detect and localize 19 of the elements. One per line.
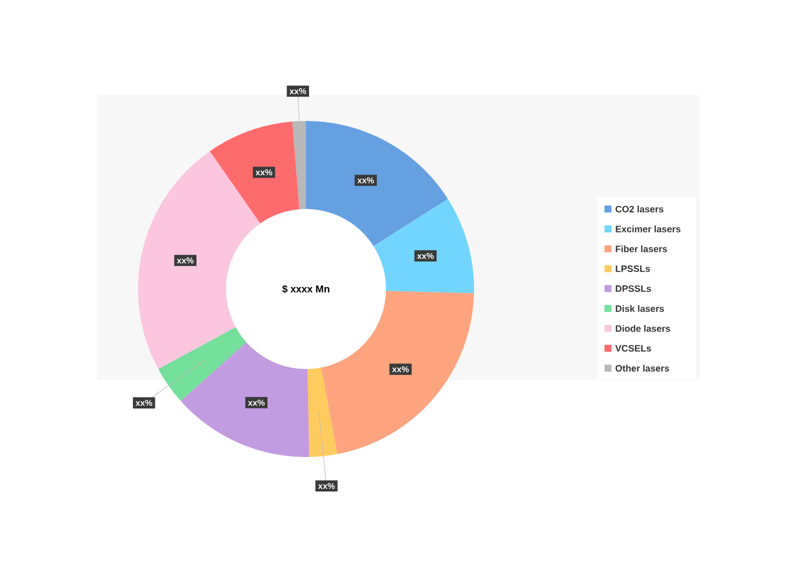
legend-label: CO2 lasers [616, 206, 664, 212]
legend-label: VCSELs [615, 345, 652, 352]
legend-label: Fiber lasers [616, 245, 668, 252]
data-label: xx% [392, 366, 409, 372]
data-label: xx% [136, 400, 152, 406]
legend-label: LPSSLs [616, 265, 650, 272]
data-label: xx% [357, 177, 374, 184]
data-label: xx% [318, 482, 335, 489]
data-label: xx% [176, 257, 194, 264]
legend-label: Other lasers [616, 364, 670, 372]
data-label: xx% [289, 88, 306, 94]
legend-label: Diode lasers [616, 324, 670, 332]
text: $ xxxx Mn [282, 284, 330, 294]
data-label: xx% [248, 400, 265, 406]
data-label: xx% [256, 169, 272, 176]
data-label: xx% [417, 252, 434, 259]
legend-label: Excimer lasers [616, 225, 680, 232]
legend-label: DPSSLs [616, 285, 652, 292]
legend-label: Disk lasers [616, 305, 664, 312]
